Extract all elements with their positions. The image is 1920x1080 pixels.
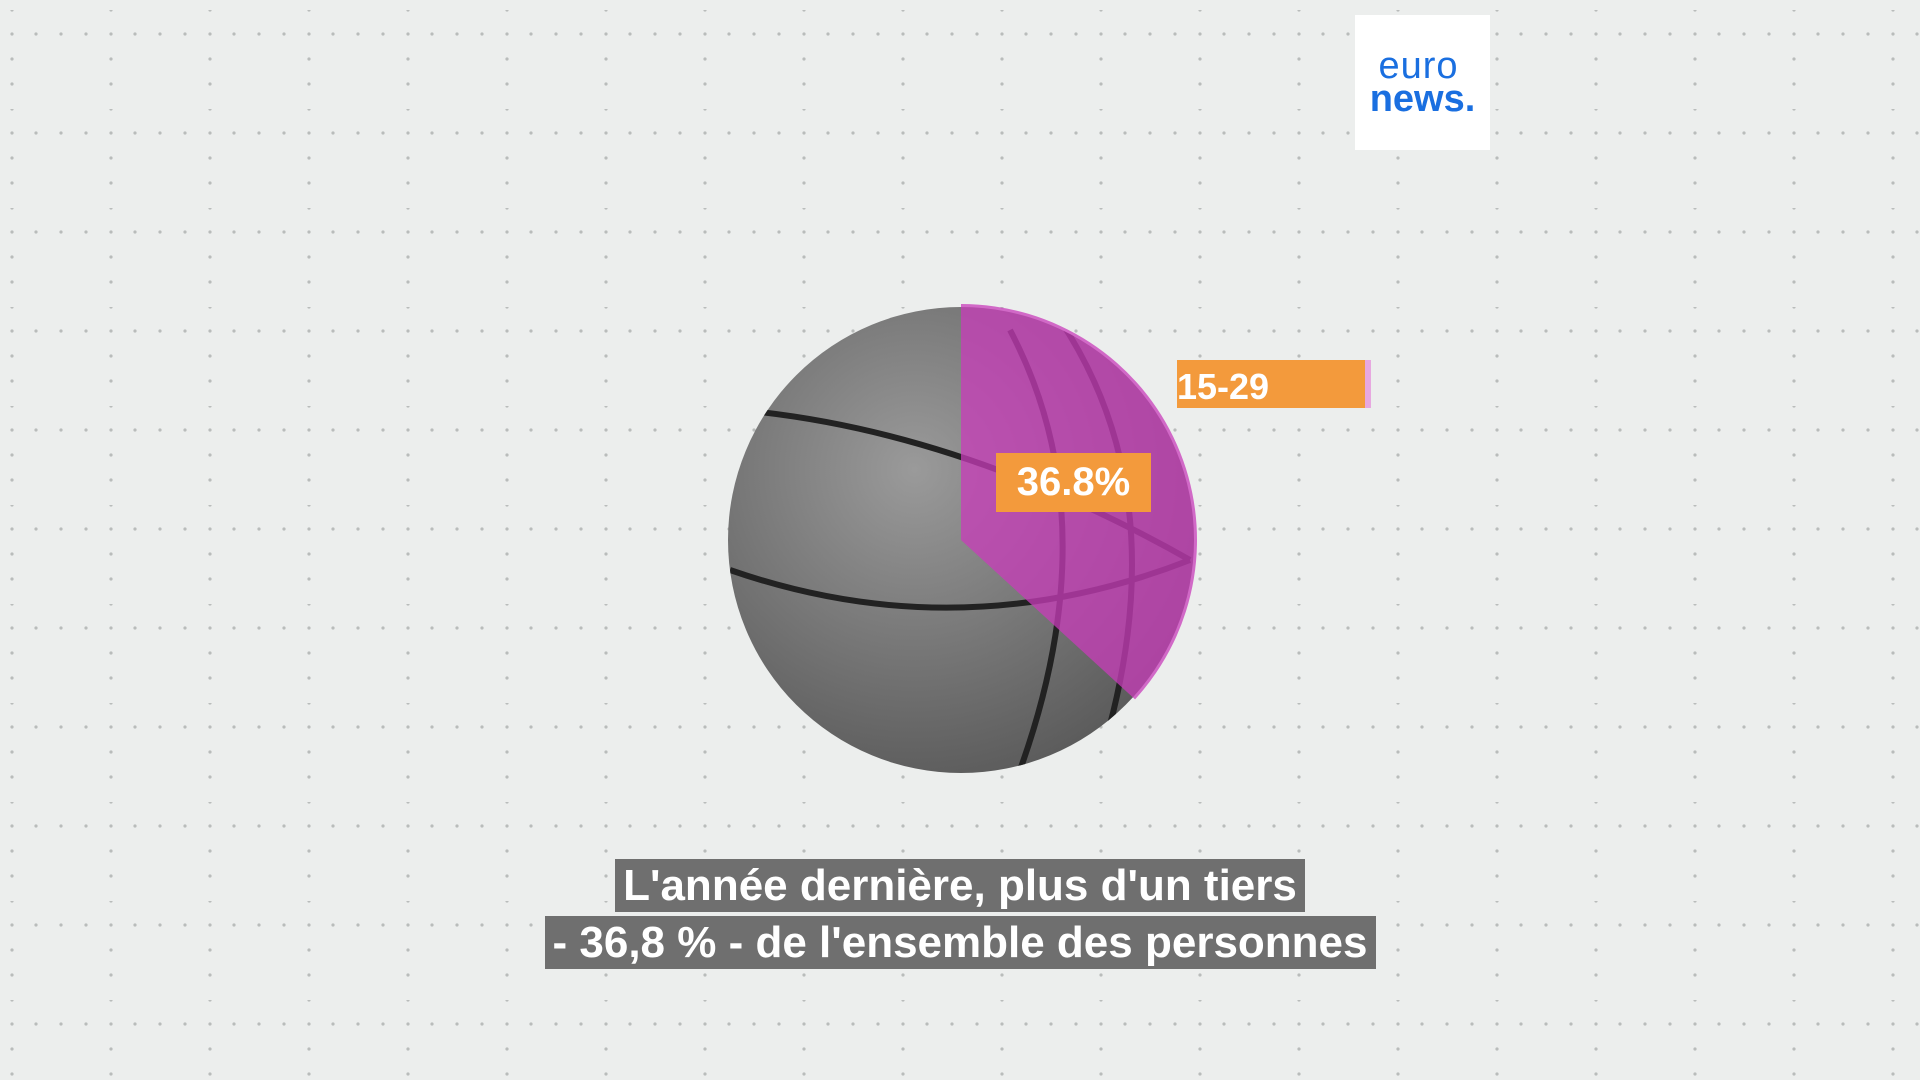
age-group-label: 15-29 years old <box>1177 360 1365 408</box>
subtitle-text-1: L'année dernière, plus d'un tiers <box>615 859 1305 912</box>
euronews-logo: euro news. <box>1355 15 1490 150</box>
subtitle-line-2: - 36,8 % - de l'ensemble des personnes <box>0 915 1920 971</box>
logo-text-euro: euro <box>1378 45 1459 88</box>
percent-data-label: 36.8% <box>996 453 1151 512</box>
subtitle-text-2: - 36,8 % - de l'ensemble des personnes <box>544 916 1376 969</box>
logo-text-news: news. <box>1369 77 1476 120</box>
subtitle-line-1: L'année dernière, plus d'un tiers <box>0 858 1920 914</box>
